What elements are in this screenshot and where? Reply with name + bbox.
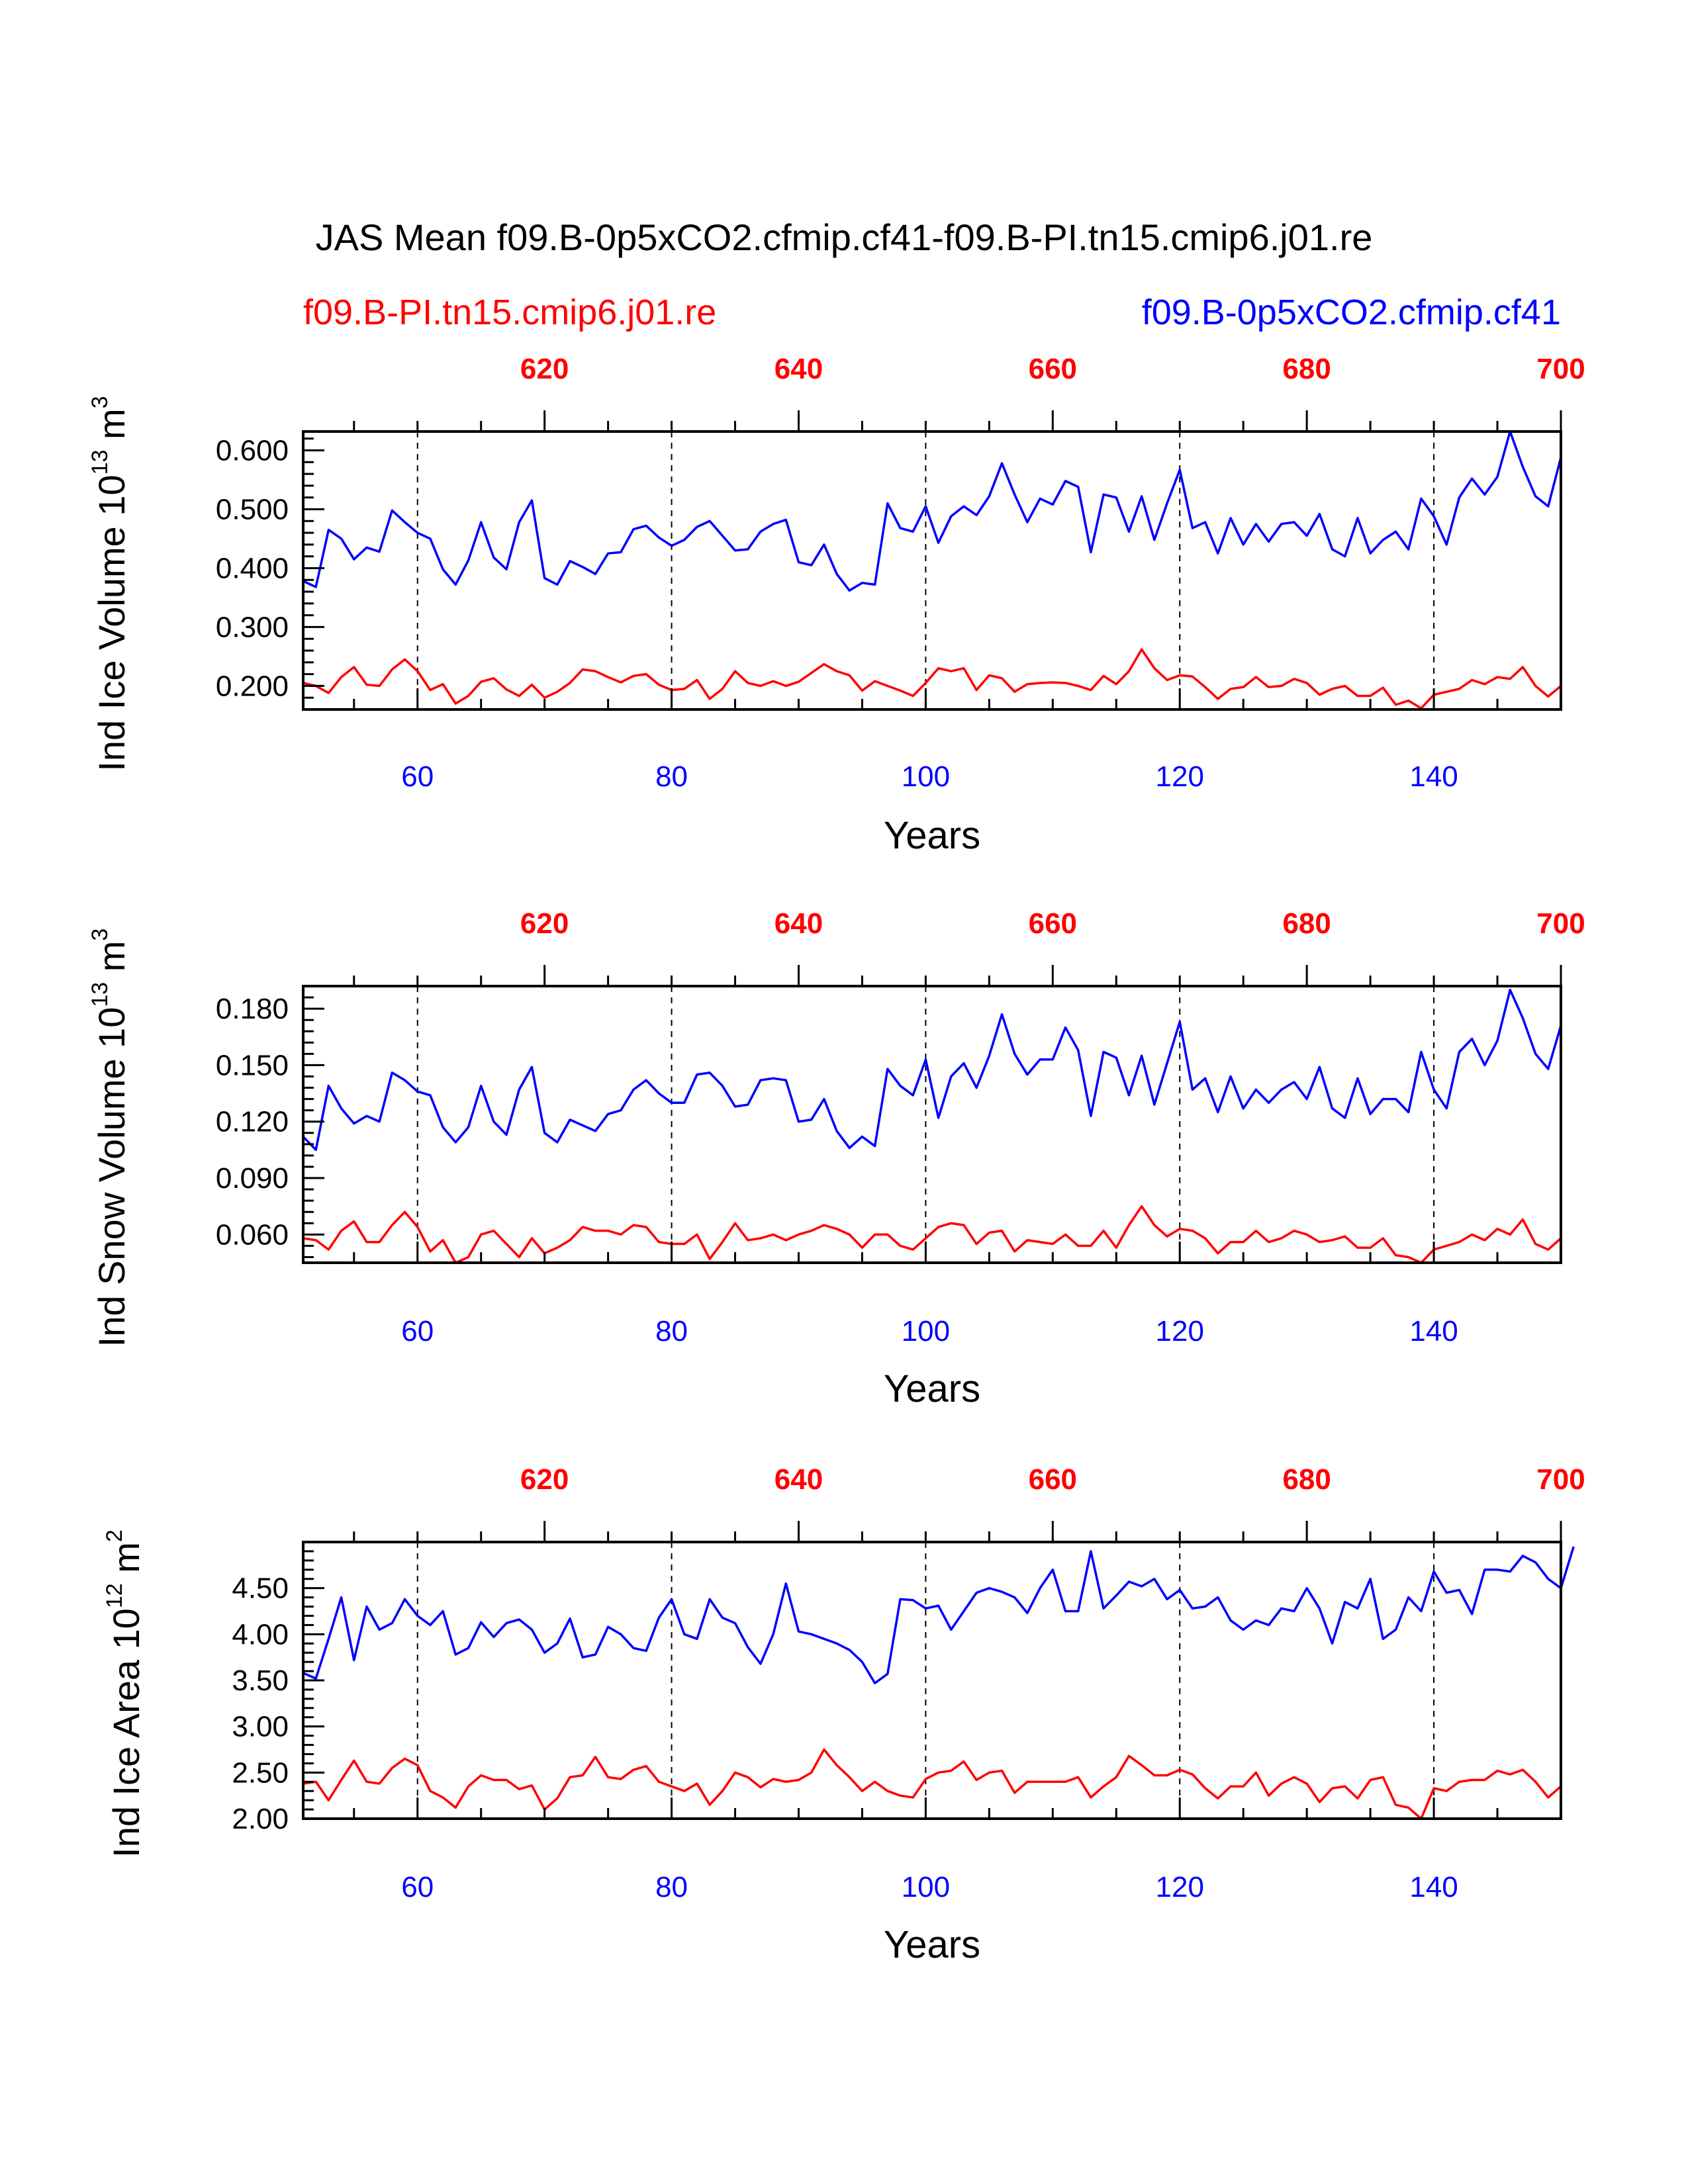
y-axis-title-exponent: 13 [87, 450, 113, 475]
x-tick-label: 120 [1156, 1871, 1204, 1903]
top-x-tick-label: 680 [1282, 1463, 1331, 1496]
panels: 60 80 100 120 140 Years 620 640 660 680 700 0.200 0.… [87, 353, 1585, 1966]
y-tick-label: 0.090 [216, 1162, 289, 1195]
top-x-tick-label: 640 [774, 353, 823, 385]
x-tick-label: 100 [902, 1315, 950, 1347]
top-x-tick-label: 700 [1536, 1463, 1585, 1496]
series-line-control [303, 1748, 1562, 1820]
x-tick-label: 60 [401, 760, 434, 793]
top-x-tick-label: 640 [774, 1463, 823, 1496]
y-axis-title-exponent: 12 [102, 1583, 127, 1608]
y-axis-title-space [91, 972, 132, 982]
legend-label-experiment: f09.B-0p5xCO2.cfmip.cf41 [1142, 293, 1561, 332]
y-tick-label: 0.200 [216, 670, 289, 702]
y-tick-label: 0.180 [216, 993, 289, 1025]
x-tick-label: 60 [401, 1871, 434, 1903]
y-axis-title-main: Ind Snow Volume 10 [91, 1007, 132, 1347]
panel-1: 60 80 100 120 140 Years 620 640 660 680 700 0.200 0.… [87, 353, 1585, 857]
top-x-tick-label: 660 [1029, 1463, 1077, 1496]
x-tick-label: 100 [902, 760, 950, 793]
y-axis-title-unit: m [91, 941, 132, 972]
y-tick-label: 4.50 [232, 1572, 289, 1605]
top-x-tick-label: 700 [1536, 907, 1585, 940]
y-axis-title-space [105, 1573, 147, 1584]
x-tick-label: 120 [1156, 760, 1204, 793]
y-tick-label: 3.00 [232, 1711, 289, 1743]
y-tick-label: 0.500 [216, 493, 289, 525]
y-axis-title-space [91, 439, 132, 450]
top-x-tick-label: 680 [1282, 907, 1331, 940]
plot-frame [302, 430, 1562, 711]
x-axis-title: Years [884, 814, 980, 857]
y-tick-label: 0.060 [216, 1218, 289, 1251]
y-tick-label: 2.00 [232, 1803, 289, 1835]
top-x-tick-label: 700 [1536, 353, 1585, 385]
y-axis-title-unit: m [91, 408, 132, 439]
top-x-tick-label: 660 [1029, 353, 1077, 385]
panel-3: 60 80 100 120 140 Years 620 640 660 680 700 2.00 2.5… [102, 1463, 1585, 1966]
y-axis-title: Ind Snow Volume 1013 m3 [87, 929, 132, 1347]
figure-title: JAS Mean f09.B-0p5xCO2.cfmip.cf41-f09.B-… [316, 216, 1373, 258]
y-tick-label: 0.600 [216, 434, 289, 467]
y-axis-title-unit: m [105, 1542, 147, 1573]
y-tick-label: 0.400 [216, 552, 289, 584]
x-tick-label: 140 [1409, 1315, 1458, 1347]
y-axis-title: Ind Ice Volume 1013 m3 [87, 396, 132, 771]
y-axis-title-unit-exponent: 3 [87, 929, 113, 941]
legend-label-control: f09.B-PI.tn15.cmip6.j01.re [303, 293, 716, 332]
panel-2: 60 80 100 120 140 Years 620 640 660 680 700 0.060 0.… [87, 907, 1585, 1410]
series-line-experiment [303, 430, 1562, 592]
x-tick-label: 140 [1409, 1871, 1458, 1903]
y-tick-label: 0.150 [216, 1049, 289, 1081]
x-tick-label: 100 [902, 1871, 950, 1903]
x-tick-label: 60 [401, 1315, 434, 1347]
y-tick-label: 0.300 [216, 611, 289, 643]
y-tick-label: 2.50 [232, 1756, 289, 1789]
top-x-tick-label: 640 [774, 907, 823, 940]
series-line-control [303, 1205, 1562, 1264]
x-tick-label: 80 [655, 1315, 688, 1347]
y-axis-title-main: Ind Ice Volume 10 [91, 475, 132, 771]
x-axis-title: Years [884, 1367, 980, 1410]
series-line-control [303, 648, 1562, 709]
top-x-tick-label: 680 [1282, 353, 1331, 385]
x-tick-label: 120 [1156, 1315, 1204, 1347]
y-axis-title-exponent: 13 [87, 982, 113, 1007]
series-line-experiment [303, 1546, 1575, 1684]
x-tick-label: 140 [1409, 760, 1458, 793]
series-line-experiment [302, 988, 1562, 1152]
top-x-tick-label: 620 [520, 353, 569, 385]
y-tick-label: 3.50 [232, 1664, 289, 1697]
x-axis-title: Years [884, 1923, 980, 1966]
top-x-tick-label: 620 [520, 907, 569, 940]
top-x-tick-label: 660 [1029, 907, 1077, 940]
top-x-tick-label: 620 [520, 1463, 569, 1496]
y-axis-title-unit-exponent: 2 [102, 1529, 127, 1542]
x-tick-label: 80 [655, 1871, 688, 1903]
y-axis-title-unit-exponent: 3 [87, 396, 113, 408]
y-tick-label: 0.120 [216, 1106, 289, 1138]
x-tick-label: 80 [655, 760, 688, 793]
y-axis-title: Ind Ice Area 1012 m2 [102, 1529, 147, 1858]
y-axis-title-main: Ind Ice Area 10 [105, 1608, 147, 1858]
y-tick-label: 4.00 [232, 1618, 289, 1651]
plot-frame [302, 985, 1562, 1264]
